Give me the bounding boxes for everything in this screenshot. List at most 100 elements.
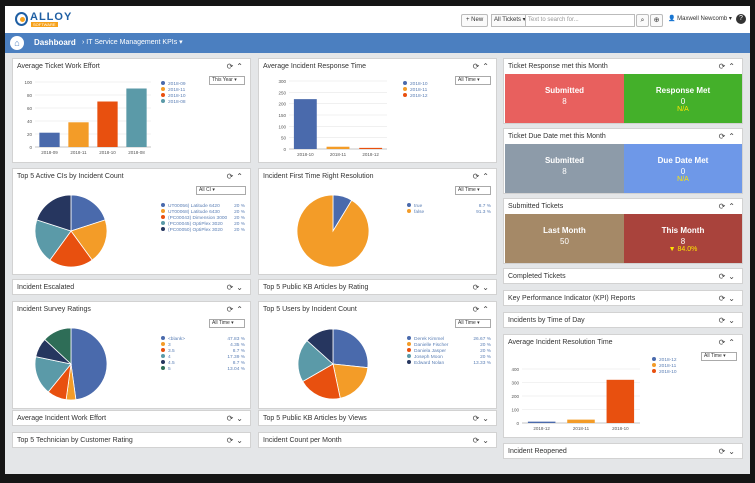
legend-swatch xyxy=(161,203,165,207)
panel-title: Average Ticket Work Effort xyxy=(17,63,100,70)
panel-controls[interactable]: ⟳⌄ xyxy=(718,447,738,456)
legend-label: UT00056) Latitude 6420 xyxy=(168,203,220,209)
y-tick-label: 150 xyxy=(278,113,286,118)
legend-swatch xyxy=(161,348,165,352)
bar xyxy=(606,379,635,423)
legend-swatch xyxy=(652,357,656,361)
y-tick-label: 100 xyxy=(511,408,519,413)
legend-label: 3 xyxy=(168,342,171,348)
new-button[interactable]: + New xyxy=(461,14,489,27)
user-menu[interactable]: 👤 Maxwell Newcomb ▾ xyxy=(668,16,732,22)
home-icon[interactable]: ⌂ xyxy=(10,36,24,50)
survey-panel: Incident Survey Ratings ⟳⌃ All Time ▾ <b… xyxy=(12,301,251,409)
tile-label: Submitted xyxy=(544,156,585,165)
ticket-response-panel: Ticket Response met this Month ⟳⌃ Submit… xyxy=(503,58,743,124)
panel-controls[interactable]: ⟳⌄ xyxy=(718,294,738,303)
tile-label: This Month xyxy=(661,226,705,235)
response-submitted-tile[interactable]: Submitted 8 xyxy=(505,74,624,123)
y-tick-label: 20 xyxy=(27,132,33,137)
panel-controls[interactable]: ⟳⌃ xyxy=(226,62,246,71)
period-select[interactable]: All Time ▾ xyxy=(209,319,245,328)
this-month-tile[interactable]: This Month 8 ▼ 84.0% xyxy=(624,214,742,263)
panel-controls[interactable]: ⟳⌄ xyxy=(226,414,246,423)
period-select[interactable]: All Time ▾ xyxy=(455,319,491,328)
period-select[interactable]: All Time ▾ xyxy=(701,352,737,361)
period-select[interactable]: This Year ▾ xyxy=(209,76,245,85)
legend-swatch xyxy=(407,348,411,352)
legend-swatch xyxy=(407,209,411,213)
help-icon[interactable]: ? xyxy=(736,14,746,24)
legend-swatch xyxy=(407,360,411,364)
legend-value: 20 % xyxy=(480,342,492,348)
kpi-reports-panel: Key Performance Indicator (KPI) Reports … xyxy=(503,290,743,306)
period-select-label: This Year xyxy=(212,77,233,83)
panel-controls[interactable]: ⟳⌃ xyxy=(472,172,492,181)
panel-title: Incident Escalated xyxy=(17,284,75,291)
period-select[interactable]: All Time ▾ xyxy=(455,186,491,195)
panel-title: Top 5 Active CIs by Incident Count xyxy=(17,173,124,180)
y-tick-label: 250 xyxy=(278,90,286,95)
pie-slice xyxy=(296,194,370,268)
bar xyxy=(97,101,118,147)
y-tick-label: 0 xyxy=(516,421,519,426)
panel-title: Top 5 Public KB Articles by Views xyxy=(263,415,367,422)
period-select[interactable]: All Time ▾ xyxy=(455,76,491,85)
legend-swatch xyxy=(403,93,407,97)
response-met-tile[interactable]: Response Met 0 N/A xyxy=(624,74,742,123)
panel-controls[interactable]: ⟳⌃ xyxy=(718,202,738,211)
legend-swatch xyxy=(161,336,165,340)
breadcrumb-kpi[interactable]: › IT Service Management KPIs ▾ xyxy=(82,39,183,46)
legend-value: 13.33 % xyxy=(473,360,491,366)
panel-controls[interactable]: ⟳⌃ xyxy=(718,132,738,141)
panel-controls[interactable]: ⟳⌄ xyxy=(718,316,738,325)
panel-controls[interactable]: ⟳⌃ xyxy=(472,62,492,71)
bar xyxy=(68,122,89,147)
bar xyxy=(527,421,556,423)
legend-value: 8.7 % xyxy=(479,203,492,209)
ci-select[interactable]: All CI ▾ xyxy=(196,186,246,195)
y-tick-label: 80 xyxy=(27,93,33,98)
pie-slice xyxy=(44,327,72,365)
legend-value: 8.7 % xyxy=(233,360,246,366)
search-input[interactable]: Text to search for... xyxy=(525,14,635,27)
panel-controls[interactable]: ⟳⌄ xyxy=(472,414,492,423)
panel-controls[interactable]: ⟳⌄ xyxy=(472,283,492,292)
legend-label: 3.5 xyxy=(168,348,175,354)
panel-title: Average Incident Resolution Time xyxy=(508,339,613,346)
advanced-search-icon[interactable]: ⊕ xyxy=(650,14,663,27)
legend-label: false xyxy=(414,209,424,215)
panel-title: Ticket Due Date met this Month xyxy=(508,133,606,140)
panel-controls[interactable]: ⟳⌃ xyxy=(718,338,738,347)
panel-controls[interactable]: ⟳⌃ xyxy=(472,305,492,314)
legend-swatch xyxy=(161,354,165,358)
panel-controls[interactable]: ⟳⌄ xyxy=(718,272,738,281)
panel-title: Incident Reopened xyxy=(508,448,567,455)
panel-controls[interactable]: ⟳⌃ xyxy=(718,62,738,71)
due-met-tile[interactable]: Due Date Met 0 N/A xyxy=(624,144,742,193)
x-tick-label: 2018-10 xyxy=(612,426,629,431)
y-tick-label: 100 xyxy=(278,124,286,129)
panel-controls[interactable]: ⟳⌃ xyxy=(226,172,246,181)
legend-value: 20 % xyxy=(234,203,246,209)
alloy-logo[interactable]: ALLOY SOFTWARE xyxy=(15,11,79,28)
first-time-chart: true 8.7 % false 91.3 % xyxy=(296,194,492,268)
due-submitted-tile[interactable]: Submitted 8 xyxy=(505,144,624,193)
y-tick-label: 200 xyxy=(278,102,286,107)
kpi-dropdown-label: IT Service Management KPIs xyxy=(86,39,178,46)
panel-controls[interactable]: ⟳⌄ xyxy=(226,283,246,292)
pie-slice xyxy=(34,219,72,261)
panel-controls[interactable]: ⟳⌄ xyxy=(472,436,492,445)
legend-swatch xyxy=(161,87,165,91)
tile-value: 8 xyxy=(562,97,567,106)
panel-title: Incidents by Time of Day xyxy=(508,317,585,324)
legend-value: 20 % xyxy=(234,221,246,227)
panel-controls[interactable]: ⟳⌃ xyxy=(226,305,246,314)
last-month-tile[interactable]: Last Month 50 xyxy=(505,214,624,263)
ticket-filter-select[interactable]: All Tickets ▾ xyxy=(491,14,527,27)
x-tick-label: 2018-11 xyxy=(70,150,87,155)
search-icon[interactable]: ⌕ xyxy=(636,14,649,27)
breadcrumb-dashboard[interactable]: Dashboard xyxy=(34,38,76,47)
panel-controls[interactable]: ⟳⌄ xyxy=(226,436,246,445)
bar xyxy=(326,146,350,149)
legend-value: 13.04 % xyxy=(227,366,245,372)
